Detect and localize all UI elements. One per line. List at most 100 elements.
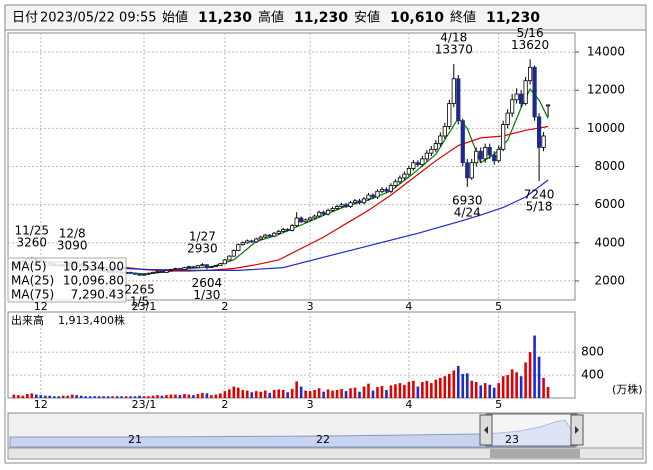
volume-bar [367,383,370,398]
candle-body [132,272,138,275]
candle-body [218,263,223,267]
volume-label: 出来高 [11,313,44,327]
candle-body [263,234,268,238]
annotation-value: 6930 [452,193,483,207]
volume-bar [228,389,231,398]
candle-body [442,126,447,137]
volume-bar [129,396,132,398]
navigator-label: 22 [316,433,330,446]
volume-bar [268,392,272,398]
volume-bar [439,377,442,398]
candle-body [406,168,411,175]
volume-bar [88,396,92,398]
volume-bar [295,381,298,398]
volume-bar [358,391,361,398]
candle-body [308,217,313,221]
volume-bar [147,396,150,398]
volume-bar [465,373,469,398]
volume-bar [434,379,438,398]
candle-body [514,93,519,101]
volume-bar [470,380,474,398]
candle-body [285,229,290,231]
candle-body [460,120,465,164]
volume-bar [452,370,456,398]
annotation-date: 1/27 [189,230,216,244]
volume-bar [380,385,384,398]
volume-bar [474,381,478,398]
volume-bar [17,395,20,398]
candle-body [397,177,403,183]
volume-bar [124,396,128,398]
volume-bar [479,385,483,398]
candle-body [168,269,174,271]
volume-bar [385,389,388,398]
volume-bar [290,388,294,398]
x-tick-label: 5 [495,398,502,411]
volume-bar [138,395,141,398]
scrollbar-thumb[interactable] [490,449,580,458]
volume-bar [57,396,61,398]
candle-body [276,230,281,234]
candle-body [267,234,272,237]
candle-body [447,103,452,127]
x-tick-label: 4 [405,300,412,313]
volume-bar [192,395,195,398]
candle-body [222,259,227,265]
header: 日付 2023/05/22 09:55 始値 11,230 高値 11,230 安値 10,6… [12,10,540,27]
volume-bar [492,387,496,398]
legend-value: 7,290.43 [71,288,124,302]
volume-bar [412,380,415,398]
candle-body [321,211,326,215]
candle-body [150,271,156,274]
volume-bar [456,365,460,398]
volume-bar [205,393,209,398]
candle-body [312,215,317,219]
annotation-value: 2604 [192,276,223,290]
candle-body [379,188,385,192]
navigator-window[interactable] [485,413,578,447]
annotation-date: 1/30 [193,288,220,302]
candle-body [200,264,205,267]
volume-bar [26,393,29,398]
candle-body [240,242,245,246]
volume-bar [515,372,518,398]
volume-bar [106,396,110,398]
candle-body [411,162,416,169]
volume-bar [322,391,325,398]
volume-bar [201,392,204,398]
candle-body [330,208,335,211]
volume-bar [506,375,509,398]
volume-bar [115,396,119,398]
candle-body [290,225,295,231]
volume-bar [313,389,316,398]
volume-text: 1,913,400株 [58,313,125,327]
candle-body [231,250,236,257]
volume-bar [254,391,258,398]
volume-bar [250,392,254,398]
volume-bar [443,376,447,398]
volume-bar [66,395,70,398]
volume-bar [70,394,74,398]
arrow-icon [484,426,488,434]
volume-bar [425,380,429,398]
candle-body [415,162,420,165]
legend: MA(5) 10,534.00 MA(25) 10,096.80 MA(75) 7,290… [11,260,124,302]
candle-body [317,211,322,217]
volume-bar [281,389,285,398]
volume-bar [187,394,191,398]
volume-bar [30,393,34,398]
candle-body [164,270,169,273]
candle-body [505,112,510,125]
volume-bar [483,383,487,398]
x-tick-label: 23/1 [132,300,157,313]
volume-bar [394,384,397,398]
annotation-date: 1/5 [130,294,149,308]
volume-bar [371,390,375,398]
candle-body [339,204,344,207]
volume-bar [344,391,348,398]
scrollbar[interactable] [7,447,644,460]
candle-body [519,93,524,104]
legend-name: MA(25) [11,274,54,288]
volume-bar [362,386,366,398]
candle-body [465,162,470,179]
